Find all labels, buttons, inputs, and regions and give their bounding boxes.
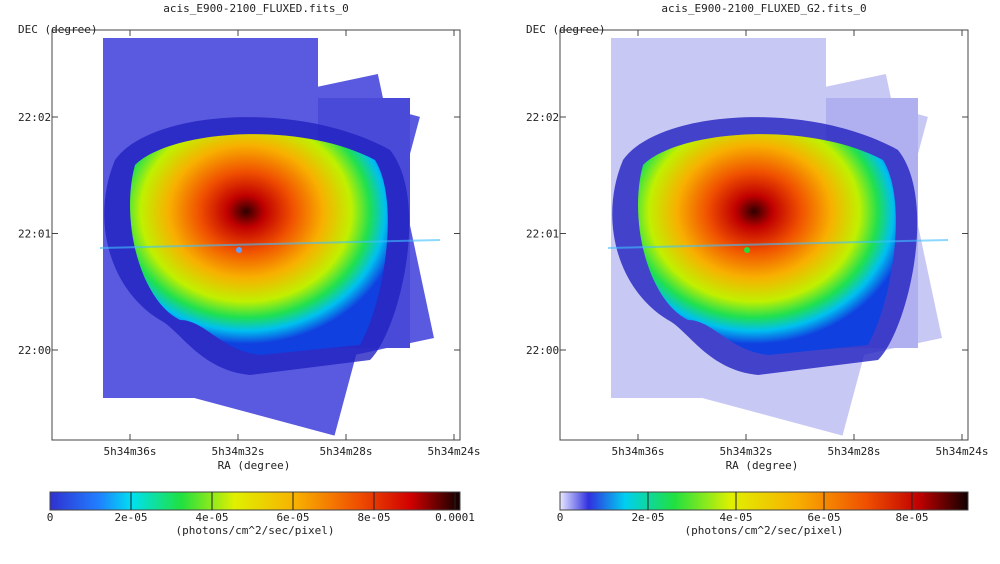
x-axis-label: RA (degree) [218, 459, 291, 472]
x-tick-label: 5h34m24s [936, 445, 989, 458]
sky-image [607, 38, 949, 436]
colorbar-tick-label: 0.0001 [435, 511, 475, 524]
panel-title: acis_E900-2100_FLUXED.fits_0 [163, 2, 348, 15]
colorbar-tick-label: 0 [557, 511, 564, 524]
streak [99, 239, 441, 249]
colorbar [49, 491, 461, 511]
colorbar-label: (photons/cm^2/sec/pixel) [685, 524, 844, 537]
colorbar [559, 491, 969, 511]
y-axis-label: DEC (degree) [526, 23, 605, 36]
x-tick-label: 5h34m24s [428, 445, 481, 458]
colorbar-tick-label: 6e-05 [807, 511, 840, 524]
streak [607, 239, 949, 249]
colorbar-tick-label: 4e-05 [195, 511, 228, 524]
colorbar-label: (photons/cm^2/sec/pixel) [176, 524, 335, 537]
y-tick-label: 22:00 [18, 344, 51, 357]
pulsar [744, 247, 750, 253]
colorbar-tick-label: 8e-05 [895, 511, 928, 524]
sky-image [99, 38, 441, 436]
y-tick-label: 22:02 [526, 111, 559, 124]
x-tick-label: 5h34m28s [828, 445, 881, 458]
colorbar-tick-label: 2e-05 [114, 511, 147, 524]
pulsar [236, 247, 242, 253]
x-tick-label: 5h34m36s [612, 445, 665, 458]
x-axis-label: RA (degree) [726, 459, 799, 472]
colorbar-tick-label: 0 [47, 511, 54, 524]
y-tick-label: 22:01 [18, 228, 51, 241]
x-tick-label: 5h34m32s [212, 445, 265, 458]
colorbar-tick-label: 2e-05 [631, 511, 664, 524]
y-tick-label: 22:00 [526, 344, 559, 357]
colorbar-tick-label: 4e-05 [719, 511, 752, 524]
colorbar-tick-label: 6e-05 [276, 511, 309, 524]
plot-frame [559, 29, 969, 441]
plot-frame [51, 29, 461, 441]
y-tick-label: 22:01 [526, 228, 559, 241]
y-axis-label: DEC (degree) [18, 23, 97, 36]
colorbar-tick-label: 8e-05 [357, 511, 390, 524]
x-tick-label: 5h34m32s [720, 445, 773, 458]
x-tick-label: 5h34m28s [320, 445, 373, 458]
x-tick-label: 5h34m36s [104, 445, 157, 458]
panel-title: acis_E900-2100_FLUXED_G2.fits_0 [661, 2, 866, 15]
y-tick-label: 22:02 [18, 111, 51, 124]
